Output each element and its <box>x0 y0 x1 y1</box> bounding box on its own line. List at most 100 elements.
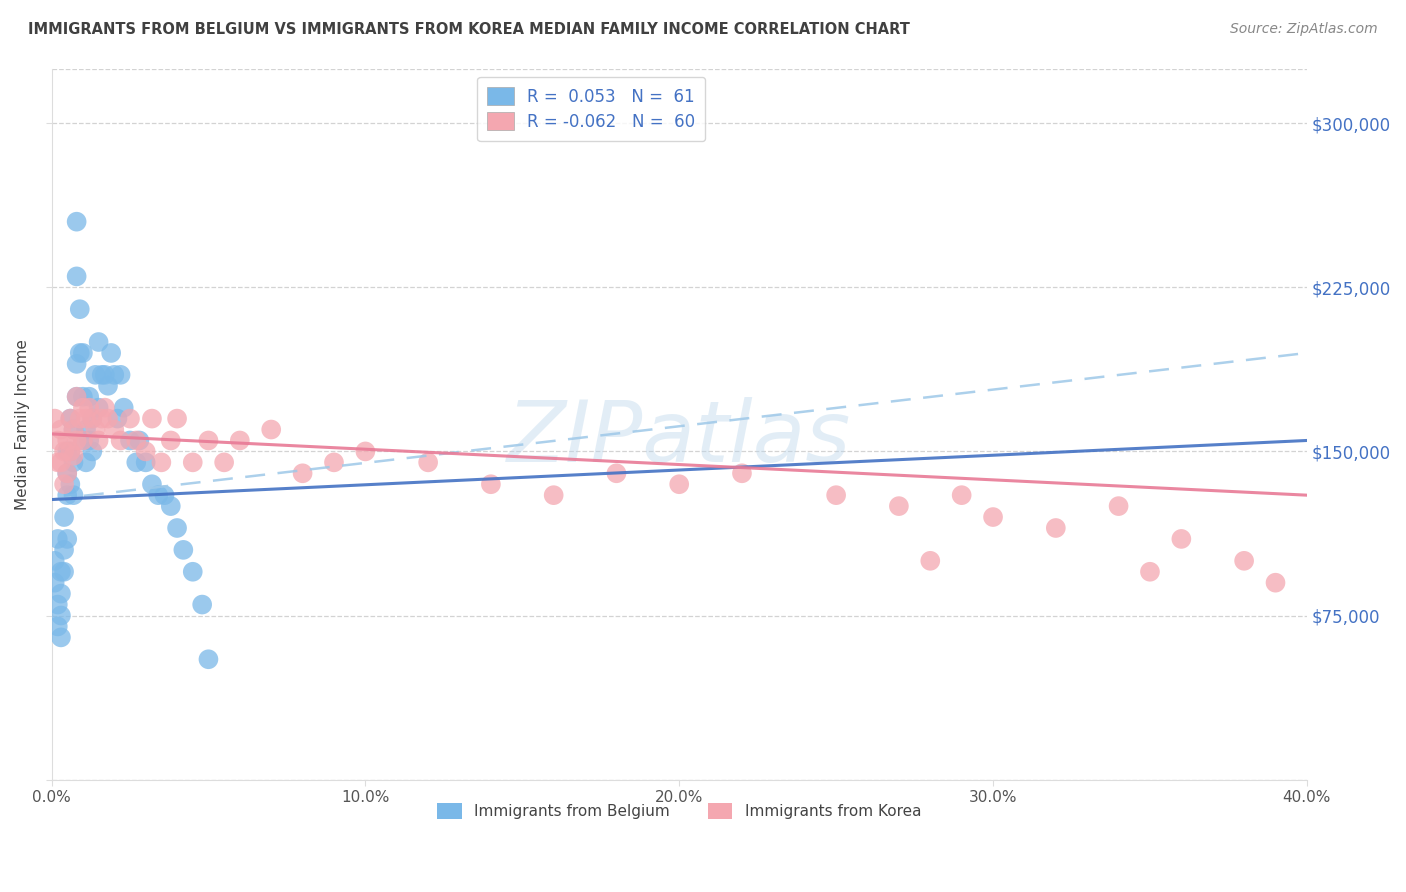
Point <box>1108 499 1130 513</box>
Point <box>72 346 94 360</box>
Point <box>46 455 69 469</box>
Point <box>49 631 72 645</box>
Point <box>49 608 72 623</box>
Point <box>159 499 181 513</box>
Point <box>75 455 97 469</box>
Point <box>181 455 204 469</box>
Point <box>72 434 94 448</box>
Point <box>141 477 163 491</box>
Point <box>197 434 219 448</box>
Point <box>212 455 235 469</box>
Legend: Immigrants from Belgium, Immigrants from Korea: Immigrants from Belgium, Immigrants from… <box>432 797 927 825</box>
Point <box>59 477 82 491</box>
Point <box>118 434 141 448</box>
Point <box>97 378 120 392</box>
Point <box>82 411 104 425</box>
Text: ZIPatlas: ZIPatlas <box>508 397 852 480</box>
Point <box>107 411 129 425</box>
Point <box>62 423 84 437</box>
Point <box>94 401 117 415</box>
Point <box>87 334 110 349</box>
Point <box>53 477 76 491</box>
Point <box>90 411 112 425</box>
Point <box>62 423 84 437</box>
Point <box>825 488 848 502</box>
Point <box>53 510 76 524</box>
Point <box>46 598 69 612</box>
Point <box>479 477 502 491</box>
Point <box>56 444 79 458</box>
Point <box>72 390 94 404</box>
Point <box>323 455 346 469</box>
Point <box>110 434 132 448</box>
Point <box>49 455 72 469</box>
Point <box>82 411 104 425</box>
Point <box>110 368 132 382</box>
Point <box>56 532 79 546</box>
Point <box>66 390 89 404</box>
Point <box>260 423 283 437</box>
Point <box>166 521 188 535</box>
Point <box>125 434 148 448</box>
Point <box>59 411 82 425</box>
Point <box>53 444 76 458</box>
Point <box>135 455 157 469</box>
Point <box>87 401 110 415</box>
Point <box>731 467 754 481</box>
Point <box>66 215 89 229</box>
Point <box>75 423 97 437</box>
Point <box>605 467 627 481</box>
Point <box>59 444 82 458</box>
Point <box>153 488 176 502</box>
Point <box>53 565 76 579</box>
Point <box>181 565 204 579</box>
Point <box>950 488 973 502</box>
Point <box>94 368 117 382</box>
Text: Source: ZipAtlas.com: Source: ZipAtlas.com <box>1230 22 1378 37</box>
Point <box>77 390 100 404</box>
Point <box>197 652 219 666</box>
Point <box>87 434 110 448</box>
Point <box>148 488 170 502</box>
Point <box>159 434 181 448</box>
Point <box>1170 532 1192 546</box>
Point <box>46 619 69 633</box>
Point <box>44 411 66 425</box>
Y-axis label: Median Family Income: Median Family Income <box>15 339 30 509</box>
Point <box>77 401 100 415</box>
Point <box>981 510 1004 524</box>
Point <box>69 411 91 425</box>
Point <box>1045 521 1067 535</box>
Point <box>56 467 79 481</box>
Point <box>90 368 112 382</box>
Point <box>59 444 82 458</box>
Point <box>66 390 89 404</box>
Point <box>229 434 252 448</box>
Point <box>75 411 97 425</box>
Point <box>118 411 141 425</box>
Point <box>97 411 120 425</box>
Point <box>56 488 79 502</box>
Point <box>69 346 91 360</box>
Point <box>49 423 72 437</box>
Point <box>62 488 84 502</box>
Point <box>125 455 148 469</box>
Point <box>77 434 100 448</box>
Point <box>46 434 69 448</box>
Point <box>1264 575 1286 590</box>
Point <box>1139 565 1161 579</box>
Point <box>82 444 104 458</box>
Point <box>72 434 94 448</box>
Point <box>135 444 157 458</box>
Point <box>418 455 440 469</box>
Point <box>69 302 91 317</box>
Point <box>166 411 188 425</box>
Point <box>66 434 89 448</box>
Point <box>103 368 125 382</box>
Text: IMMIGRANTS FROM BELGIUM VS IMMIGRANTS FROM KOREA MEDIAN FAMILY INCOME CORRELATIO: IMMIGRANTS FROM BELGIUM VS IMMIGRANTS FR… <box>28 22 910 37</box>
Point <box>59 411 82 425</box>
Point <box>44 575 66 590</box>
Point <box>49 565 72 579</box>
Point <box>100 346 122 360</box>
Point <box>172 542 194 557</box>
